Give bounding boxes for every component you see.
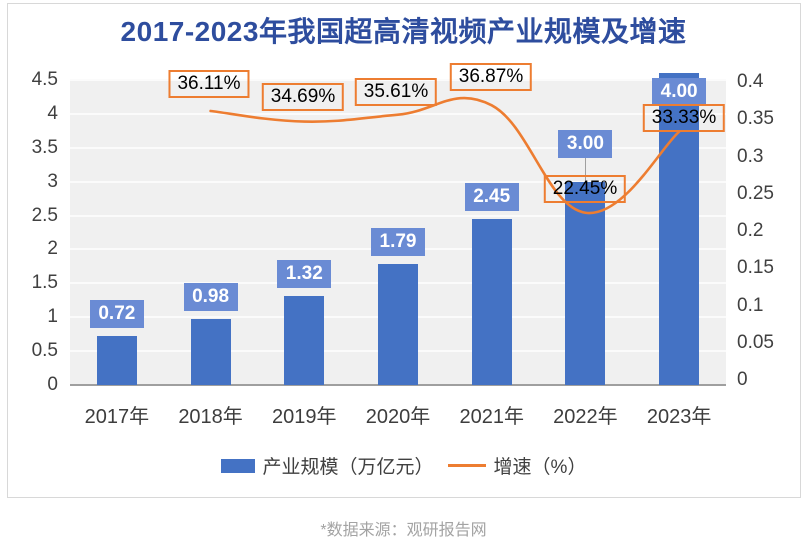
bar-2019年 (284, 295, 325, 385)
legend: 产业规模（万亿元） 增速（%） (0, 452, 807, 479)
x-axis-label-2018年: 2018年 (178, 406, 243, 428)
y-axis-tick-label: 0 (47, 374, 58, 395)
x-axis-label-2017年: 2017年 (84, 406, 150, 428)
secondary-axis-tick-label: 0.3 (737, 145, 764, 167)
growth-label-2021年: 36.87% (449, 63, 533, 91)
secondary-axis-tick-label: 0.05 (737, 331, 774, 353)
secondary-axis-tick-label: 0.25 (737, 182, 774, 204)
secondary-axis-tick-label: 0.35 (737, 108, 774, 130)
source-note: *数据来源：观研报告网 (320, 522, 487, 539)
gridline (70, 112, 726, 115)
growth-label-2020年: 35.61% (354, 78, 438, 106)
y-axis-tick-label: 1.5 (31, 272, 58, 294)
legend-bar-swatch-icon (220, 458, 255, 473)
y-axis-tick-label: 2 (47, 238, 58, 260)
x-axis-line (70, 384, 726, 386)
y-axis-tick-label: 2.5 (31, 204, 58, 226)
gridline (70, 146, 726, 149)
legend-line-swatch-icon (447, 464, 486, 467)
bar-value-badge-2017年: 0.72 (89, 300, 144, 329)
growth-label-2018年: 36.11% (168, 70, 250, 98)
y-axis-tick-label: 4.5 (31, 69, 58, 90)
bar-value-badge-2023年: 4.00 (652, 78, 707, 106)
gridline (70, 180, 726, 183)
legend-item-scale: 产业规模（万亿元） (220, 452, 434, 479)
y-axis-tick-label: 0.5 (31, 340, 58, 362)
bar-value-badge-2019年: 1.32 (277, 259, 332, 288)
legend-item-growth: 增速（%） (447, 452, 587, 479)
x-axis-label-2019年: 2019年 (272, 406, 337, 428)
secondary-axis-tick-label: 0.4 (737, 71, 764, 92)
legend-bar-label: 产业规模（万亿元） (262, 457, 434, 478)
x-axis-label-2023年: 2023年 (646, 406, 712, 428)
bar-2020年 (378, 263, 418, 385)
secondary-axis-tick-label: 0.2 (737, 220, 764, 241)
secondary-axis-tick-label: 0.1 (737, 294, 764, 316)
growth-label-2023年: 33.33% (642, 104, 726, 132)
secondary-axis-tick-label: 0.15 (737, 257, 774, 279)
y-axis-tick-label: 3 (47, 170, 58, 192)
x-axis-label-2020年: 2020年 (365, 406, 431, 428)
bar-2017年 (96, 336, 137, 385)
y-axis-tick-label: 4 (47, 102, 58, 124)
bar-2021年 (471, 218, 512, 385)
bar-value-badge-2018年: 0.98 (183, 282, 238, 311)
gridline (70, 79, 726, 81)
gridline (70, 214, 726, 217)
chart-title: 2017-2023年我国超高清视频产业规模及增速 (120, 16, 687, 47)
x-axis-label-2021年: 2021年 (459, 406, 524, 428)
bar-2022年 (565, 181, 606, 385)
y-axis-tick-label: 3.5 (31, 136, 58, 158)
growth-label-2019年: 34.69% (261, 83, 345, 111)
legend-line-label: 增速（%） (493, 457, 587, 478)
bar-value-badge-2022年: 3.00 (558, 130, 613, 158)
bar-value-badge-2021年: 2.45 (464, 182, 519, 211)
x-axis-label-2022年: 2022年 (553, 406, 618, 428)
bar-2018年 (190, 318, 231, 385)
growth-label-2022年: 22.45% (543, 175, 627, 203)
y-axis-tick-label: 1 (47, 306, 58, 328)
secondary-axis-tick-label: 0 (737, 369, 748, 390)
bar-value-badge-2020年: 1.79 (371, 227, 425, 256)
